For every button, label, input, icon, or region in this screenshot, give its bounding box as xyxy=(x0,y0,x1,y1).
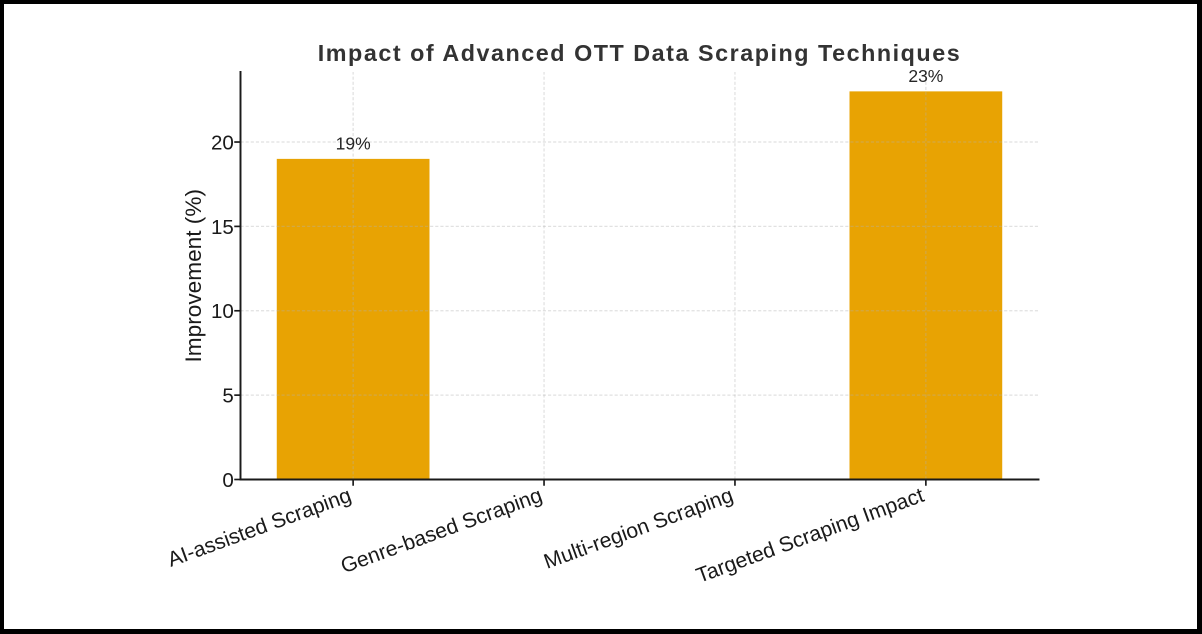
svg-text:Impact of Advanced OTT Data Sc: Impact of Advanced OTT Data Scraping Tec… xyxy=(318,40,961,66)
svg-text:20: 20 xyxy=(211,131,234,154)
svg-text:Improvement (%): Improvement (%) xyxy=(181,189,206,362)
svg-text:0: 0 xyxy=(222,469,233,492)
svg-text:19%: 19% xyxy=(336,133,371,153)
svg-text:15: 15 xyxy=(211,216,234,239)
svg-text:23%: 23% xyxy=(908,66,943,86)
svg-text:5: 5 xyxy=(222,385,233,408)
svg-text:10: 10 xyxy=(211,300,234,323)
